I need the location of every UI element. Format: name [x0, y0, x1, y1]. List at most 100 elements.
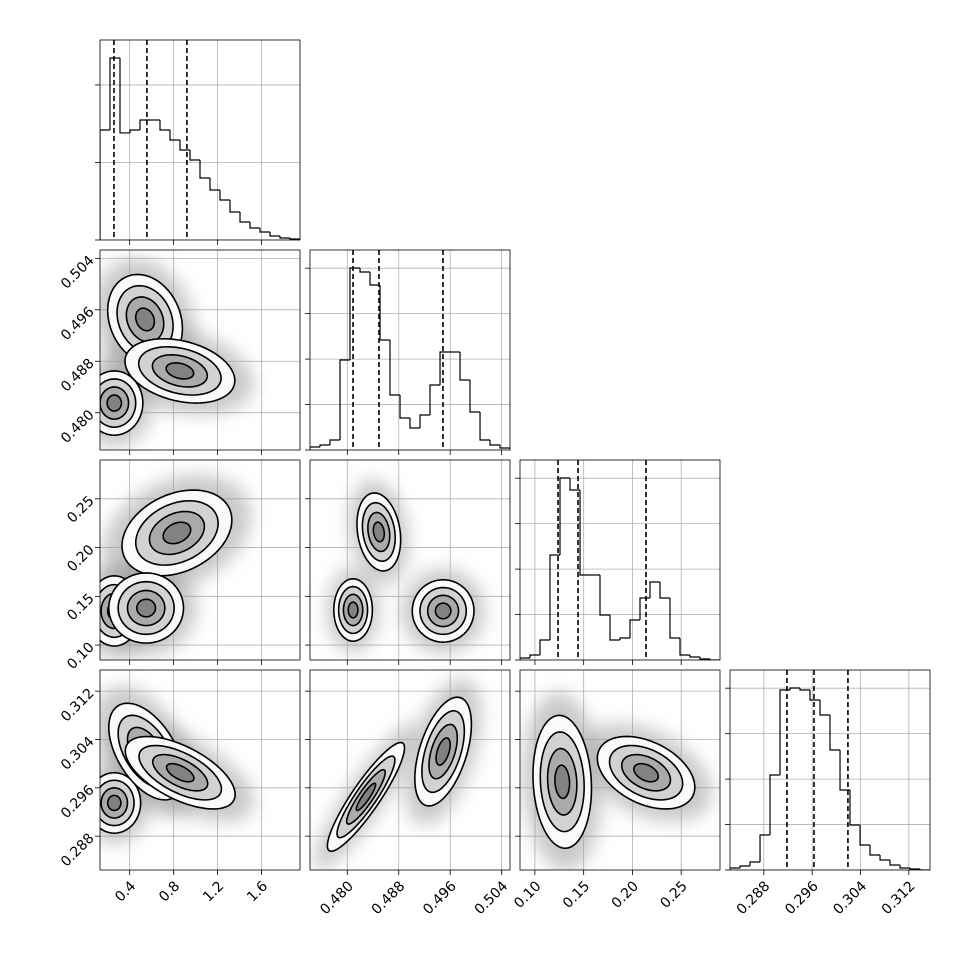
- histogram-bin: [399, 395, 410, 419]
- histogram-bin: [279, 235, 290, 239]
- panel-frame: [309, 249, 511, 451]
- panel-frame: [99, 39, 301, 241]
- histogram-bin: [429, 384, 441, 415]
- contour: [165, 762, 195, 783]
- plot-area: [520, 460, 720, 660]
- x-tick-label: 0.10: [511, 878, 544, 911]
- histogram-bin: [219, 190, 230, 201]
- panel-frame: [519, 459, 721, 661]
- histogram-bin: [379, 285, 390, 341]
- histogram-bin: [659, 582, 671, 599]
- plot-area: [730, 670, 930, 870]
- histogram-bin: [319, 444, 330, 447]
- histogram-bin: [629, 619, 640, 638]
- histogram-bin: [459, 352, 470, 381]
- y-tick-label: 0.15: [64, 591, 97, 624]
- y-tick-label: 0.20: [64, 542, 97, 575]
- x-tick-label: 0.25: [657, 878, 690, 911]
- histogram-bin: [369, 272, 381, 286]
- histogram-bin: [759, 834, 770, 862]
- histogram-bin: [179, 140, 190, 151]
- contour: [106, 794, 122, 812]
- histogram-bin: [259, 227, 270, 233]
- histogram-bin: [669, 598, 680, 639]
- histogram-bin: [269, 232, 280, 237]
- histogram-bin: [119, 57, 130, 134]
- histogram-bin: [689, 655, 700, 658]
- histogram-bin: [579, 490, 591, 576]
- histogram-bin: [559, 477, 571, 555]
- histogram-bin: [879, 855, 890, 861]
- contour: [347, 601, 359, 619]
- histogram-bin: [859, 825, 870, 846]
- histogram-bin: [199, 160, 210, 179]
- contour: [162, 521, 192, 545]
- histogram-bin: [229, 200, 240, 213]
- contour: [106, 394, 123, 412]
- histogram-bin: [489, 440, 501, 446]
- y-tick-label: 0.304: [58, 734, 98, 774]
- panel: [95, 39, 301, 245]
- histogram-bin: [339, 359, 350, 440]
- panel: 0.10 0.15 0.20 0.25: [511, 669, 721, 912]
- x-tick-label: 0.20: [609, 878, 642, 911]
- histogram-bin: [159, 120, 170, 131]
- contour: [554, 764, 571, 800]
- histogram-bin: [839, 750, 850, 791]
- histogram-bin: [599, 575, 611, 616]
- histogram-bin: [749, 861, 761, 866]
- histogram-bin: [109, 57, 120, 130]
- y-tick-label: 0.488: [58, 356, 98, 396]
- y-tick-label: 0.312: [58, 685, 98, 725]
- histogram-bin: [679, 638, 691, 656]
- contour: [136, 598, 157, 618]
- histogram-bin: [699, 657, 711, 660]
- histogram-bin: [779, 689, 790, 775]
- histogram-bin: [479, 412, 490, 441]
- histogram-bin: [609, 615, 620, 641]
- histogram-bin: [189, 150, 200, 161]
- histogram-bin: [919, 869, 930, 870]
- histogram-bin: [499, 445, 510, 450]
- histogram-bin: [709, 659, 720, 660]
- histogram-bin: [829, 715, 841, 751]
- plot-area: [310, 670, 510, 870]
- histogram-bin: [100, 129, 110, 240]
- contour: [165, 362, 195, 380]
- histogram-bin: [769, 774, 781, 835]
- contour: [435, 737, 451, 766]
- x-tick-label: 0.304: [830, 878, 870, 918]
- panel-frame: [309, 459, 511, 661]
- x-tick-label: 0.504: [472, 878, 512, 918]
- x-tick-label: 0.480: [317, 878, 357, 918]
- histogram-bin: [789, 687, 801, 690]
- histogram-bin: [349, 267, 361, 360]
- contour: [633, 762, 660, 783]
- histogram-bin: [889, 860, 901, 866]
- x-tick-label: 0.496: [420, 878, 460, 918]
- contour: [372, 521, 386, 543]
- histogram-bin: [809, 690, 821, 701]
- y-tick-label: 0.480: [58, 407, 98, 447]
- panel: 0.480 0.488 0.496 0.504: [58, 249, 301, 455]
- y-tick-label: 0.25: [64, 493, 97, 526]
- panel: [305, 459, 511, 665]
- panel: [305, 249, 511, 455]
- histogram-bin: [539, 639, 551, 655]
- panel-frame: [519, 669, 721, 871]
- plot-area: [520, 670, 720, 870]
- panel: 0.4 0.8 1.2 1.6 0.288 0.296 0.304 0.312: [58, 669, 301, 905]
- contour: [434, 602, 452, 620]
- x-tick-label: 0.15: [560, 878, 593, 911]
- panel-frame: [99, 459, 301, 661]
- histogram-bin: [849, 790, 861, 826]
- panel: 0.480 0.488 0.496 0.504: [305, 669, 512, 918]
- histogram-bin: [329, 439, 341, 445]
- histogram-bin: [289, 237, 300, 240]
- histogram-bin: [639, 597, 651, 620]
- x-tick-label: 1.2: [200, 878, 227, 905]
- histogram-bin: [529, 654, 540, 658]
- histogram-bin: [169, 130, 180, 141]
- x-tick-label: 0.312: [879, 878, 919, 918]
